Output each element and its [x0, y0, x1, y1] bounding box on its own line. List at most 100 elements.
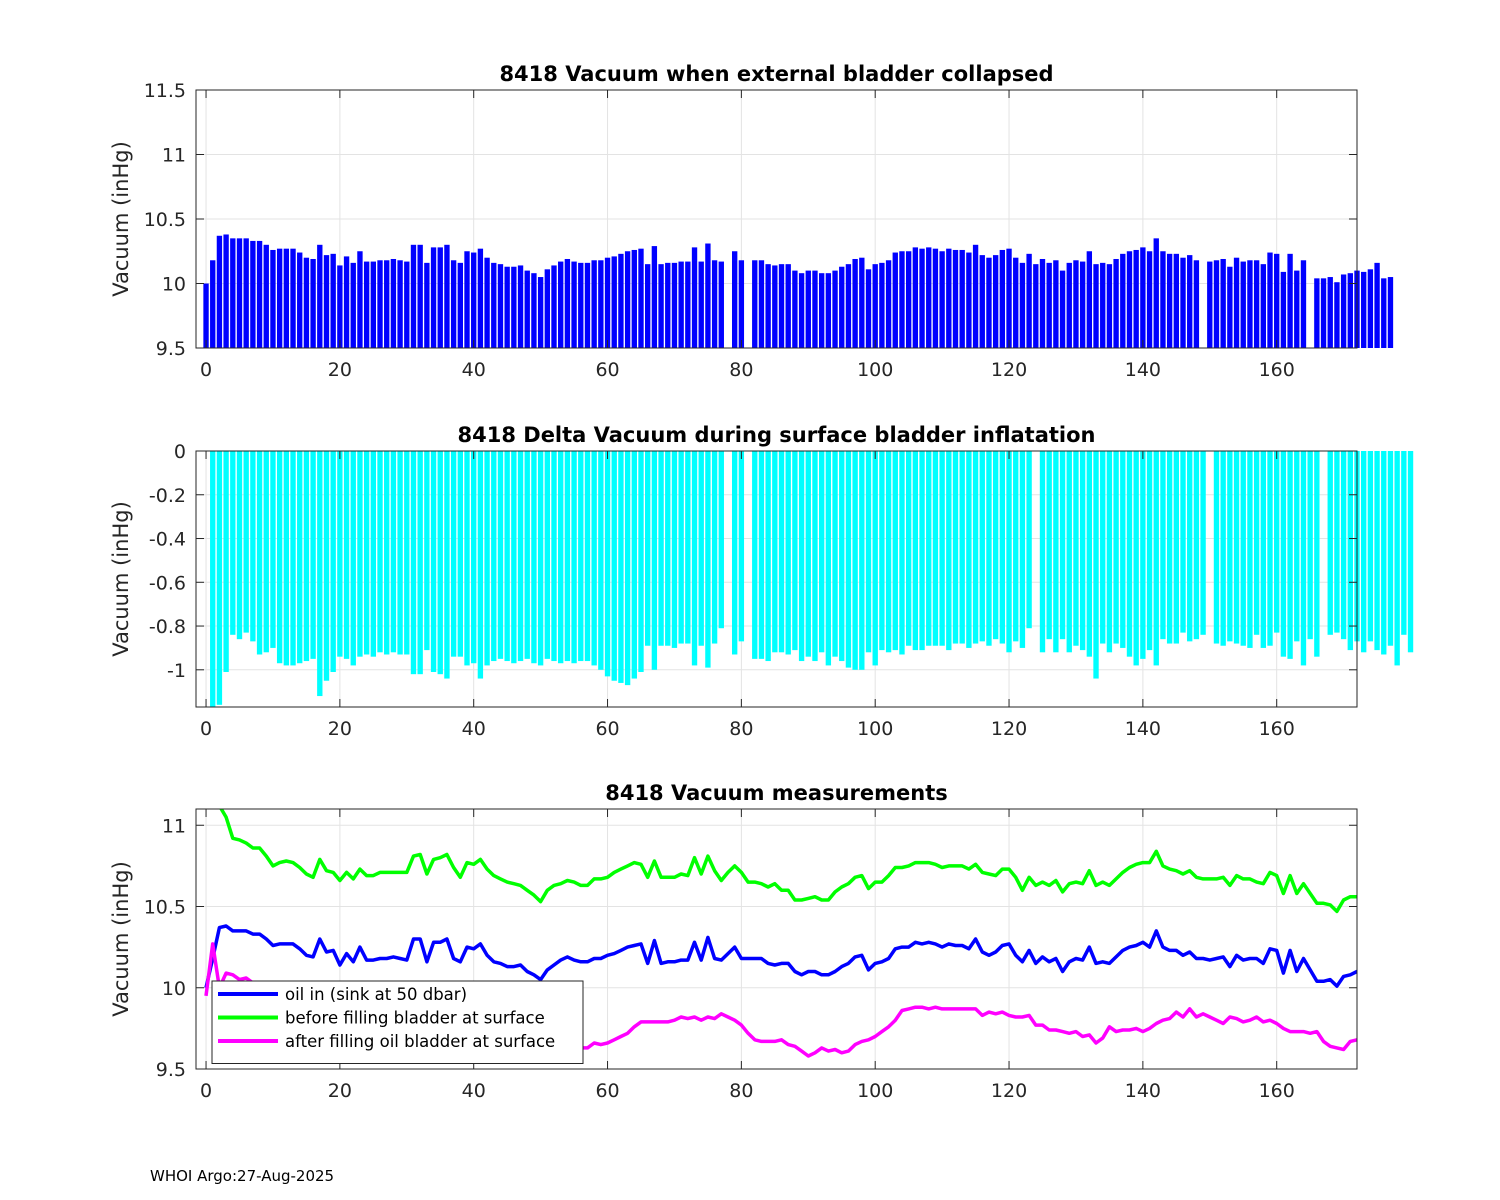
bar	[939, 251, 945, 348]
bar	[792, 451, 798, 651]
bar	[678, 261, 684, 348]
bar	[1039, 258, 1046, 348]
bar	[531, 273, 537, 348]
x-tick-label: 160	[1259, 718, 1295, 740]
x-tick-label: 100	[857, 718, 893, 740]
y-tick-label: 11.5	[144, 80, 186, 102]
legend-label: before filling bladder at surface	[285, 1009, 545, 1028]
bar	[986, 257, 992, 348]
bar	[230, 238, 236, 348]
bar	[564, 451, 571, 662]
bar	[872, 264, 878, 348]
bar	[912, 247, 919, 348]
bar	[297, 252, 303, 348]
bar	[992, 451, 999, 640]
bar	[430, 451, 437, 672]
bar	[471, 252, 477, 348]
chart-title: 8418 Delta Vacuum during surface bladder…	[458, 423, 1096, 447]
bar	[1019, 262, 1026, 348]
bar	[1113, 258, 1119, 348]
bar	[1026, 451, 1032, 629]
bar	[1260, 451, 1266, 648]
bar	[839, 451, 845, 662]
bar	[210, 260, 216, 348]
bar	[939, 451, 945, 646]
bar	[1180, 257, 1186, 348]
bar	[1260, 264, 1266, 348]
bar	[591, 451, 597, 666]
bar	[885, 451, 892, 653]
bar	[531, 451, 537, 664]
bar	[865, 269, 872, 348]
y-tick-label: 0	[174, 441, 186, 463]
bar	[477, 248, 484, 348]
bar	[1166, 451, 1173, 644]
bar	[1280, 271, 1287, 348]
bar	[966, 451, 972, 648]
bar	[558, 451, 564, 664]
bar	[1053, 260, 1059, 348]
bar	[210, 451, 216, 707]
bar	[1240, 451, 1246, 646]
bar	[1173, 451, 1180, 644]
x-tick-label: 120	[991, 359, 1027, 381]
legend-label: oil in (sink at 50 dbar)	[285, 985, 467, 1004]
bar	[1374, 451, 1380, 651]
bar	[624, 251, 631, 348]
y-tick-label: 10.5	[144, 209, 186, 231]
x-tick-label: 120	[991, 1080, 1027, 1102]
bar	[444, 451, 450, 679]
footer-credit: WHOI Argo:27-Aug-2025	[150, 1167, 335, 1185]
vacuum-collapsed-chart: 0 20 40 60 80 100 120 140 160 9.5 10 10.5 11 11.5 8418…	[109, 62, 1394, 381]
bar	[772, 451, 778, 653]
bar	[972, 244, 979, 348]
bar	[1227, 266, 1233, 348]
bar	[223, 451, 229, 672]
bar	[1039, 451, 1046, 653]
bar	[1327, 451, 1333, 635]
bar	[303, 257, 310, 348]
bar	[250, 451, 256, 642]
bar	[932, 248, 939, 348]
bar	[899, 451, 905, 655]
bar	[290, 248, 296, 348]
x-tick-label: 60	[595, 718, 619, 740]
x-tick-label: 60	[595, 359, 619, 381]
bar	[450, 451, 457, 657]
bar	[865, 451, 872, 653]
bar	[1314, 451, 1320, 657]
bar	[1387, 451, 1394, 646]
x-tick-label: 0	[200, 359, 212, 381]
bar	[665, 262, 671, 348]
bar	[611, 256, 617, 348]
y-tick-label: 9.5	[156, 1059, 186, 1081]
bar	[638, 451, 644, 672]
bar	[578, 262, 584, 348]
bar	[671, 451, 678, 648]
bar	[758, 451, 765, 659]
bar	[1026, 253, 1032, 348]
bar	[350, 451, 356, 666]
x-tick-label: 40	[462, 1080, 486, 1102]
bar	[1133, 249, 1139, 348]
bar	[852, 451, 858, 670]
bar	[852, 258, 858, 348]
legend-label: after filling oil bladder at surface	[285, 1032, 555, 1051]
bar	[1200, 451, 1206, 635]
y-axis-label: Vacuum (inHg)	[109, 501, 133, 657]
axes-box	[195, 450, 1358, 708]
bar	[243, 238, 249, 348]
bar	[926, 247, 932, 348]
bar	[250, 240, 256, 348]
bar	[979, 255, 985, 348]
bar	[1079, 261, 1086, 348]
bar	[1006, 451, 1012, 653]
bar	[1407, 451, 1414, 653]
x-tick-label: 160	[1259, 1080, 1295, 1102]
bar	[1401, 451, 1407, 635]
bar	[1086, 251, 1093, 348]
bar	[1267, 252, 1273, 348]
bar	[1106, 451, 1113, 653]
bar	[363, 451, 370, 655]
bar	[1340, 274, 1347, 348]
